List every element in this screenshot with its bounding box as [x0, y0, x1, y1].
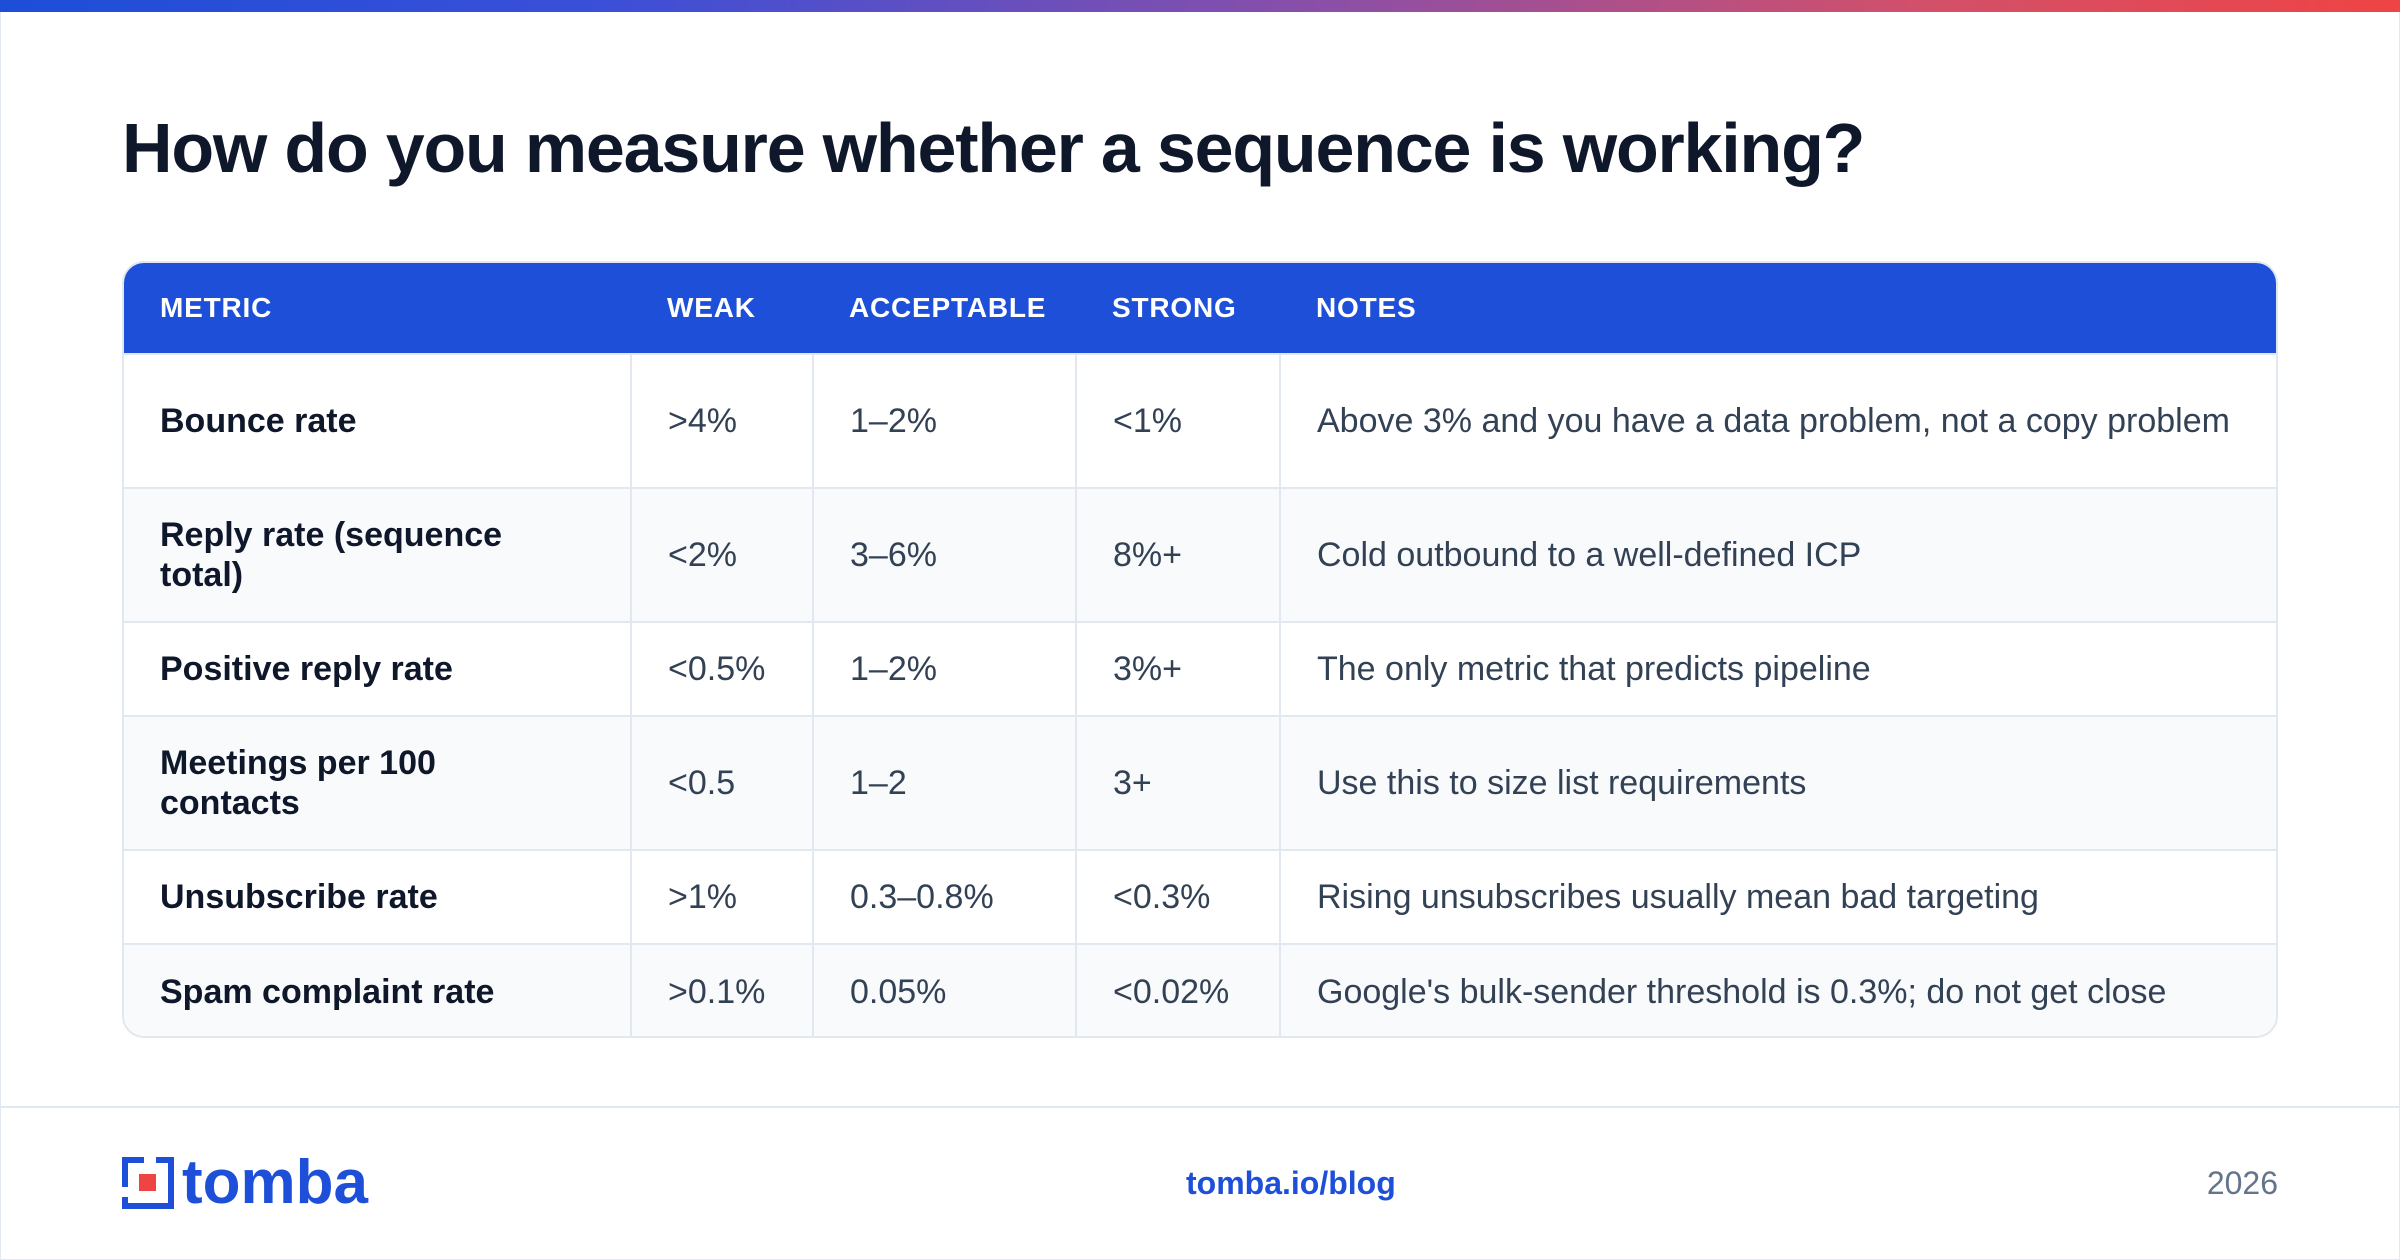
table-row: Reply rate (sequence total) <2% 3–6% 8%+… [124, 488, 2276, 622]
cell-weak: <0.5% [631, 622, 814, 716]
table-row: Unsubscribe rate >1% 0.3–0.8% <0.3% Risi… [124, 850, 2276, 944]
cell-metric: Unsubscribe rate [124, 850, 632, 944]
cell-weak: >4% [631, 354, 814, 488]
cell-notes: Cold outbound to a well-defined ICP [1317, 536, 1862, 574]
table-row: Bounce rate >4% 1–2% <1% Above 3% and yo… [124, 354, 2276, 488]
blog-link[interactable]: tomba.io/blog [1186, 1165, 1396, 1201]
cell-strong: <0.02% [1076, 944, 1281, 1036]
cell-notes: Above 3% and you have a data problem, no… [1317, 402, 2230, 440]
cell-metric: Reply rate (sequence total) [124, 488, 632, 622]
cell-weak: <2% [631, 488, 814, 622]
header-strong: STRONG [1112, 292, 1237, 323]
cell-notes: Rising unsubscribes usually mean bad tar… [1317, 878, 2039, 916]
cell-acceptable: 1–2% [813, 622, 1077, 716]
cell-metric: Meetings per 100 contacts [124, 716, 632, 850]
table-row: Meetings per 100 contacts <0.5 1–2 3+ Us… [124, 716, 2276, 850]
header-row: METRIC WEAK ACCEPTABLE STRONG NOTES [124, 263, 2276, 354]
cell-notes: Use this to size list requirements [1317, 764, 1807, 802]
cell-weak: >0.1% [631, 944, 814, 1036]
cell-strong: 3+ [1076, 716, 1281, 850]
metrics-table-container: METRIC WEAK ACCEPTABLE STRONG NOTES Boun… [122, 261, 2278, 1038]
cell-notes: The only metric that predicts pipeline [1317, 650, 1871, 688]
page-title: How do you measure whether a sequence is… [122, 109, 1865, 187]
metrics-table: METRIC WEAK ACCEPTABLE STRONG NOTES Boun… [124, 263, 2276, 1036]
header-notes: NOTES [1316, 292, 1417, 323]
cell-acceptable: 1–2 [813, 716, 1077, 850]
table-row: Positive reply rate <0.5% 1–2% 3%+ The o… [124, 622, 2276, 716]
cell-metric: Positive reply rate [124, 622, 632, 716]
cell-strong: 8%+ [1076, 488, 1281, 622]
header-metric: METRIC [160, 292, 273, 323]
cell-strong: <0.3% [1076, 850, 1281, 944]
table-body: Bounce rate >4% 1–2% <1% Above 3% and yo… [124, 354, 2276, 1036]
footer-year: 2026 [2206, 1165, 2278, 1201]
header-acceptable: ACCEPTABLE [849, 292, 1047, 323]
tomba-logo-mark-icon [122, 1157, 174, 1209]
logo-wordmark: tomba [182, 1148, 368, 1217]
cell-weak: <0.5 [631, 716, 814, 850]
header-weak: WEAK [667, 292, 756, 323]
cell-acceptable: 0.05% [813, 944, 1077, 1036]
cell-weak: >1% [631, 850, 814, 944]
cell-strong: 3%+ [1076, 622, 1281, 716]
tomba-logo[interactable]: tomba [122, 1148, 368, 1217]
table-header: METRIC WEAK ACCEPTABLE STRONG NOTES [124, 263, 2276, 354]
cell-notes: Google's bulk-sender threshold is 0.3%; … [1317, 972, 2167, 1011]
cell-strong: <1% [1076, 354, 1281, 488]
footer-divider [0, 1106, 2400, 1108]
cell-acceptable: 1–2% [813, 354, 1077, 488]
cell-acceptable: 0.3–0.8% [813, 850, 1077, 944]
cell-metric: Spam complaint rate [124, 944, 632, 1036]
cell-metric: Bounce rate [124, 354, 632, 488]
table-row: Spam complaint rate >0.1% 0.05% <0.02% G… [124, 944, 2276, 1036]
cell-acceptable: 3–6% [813, 488, 1077, 622]
top-gradient-bar [0, 0, 2400, 12]
